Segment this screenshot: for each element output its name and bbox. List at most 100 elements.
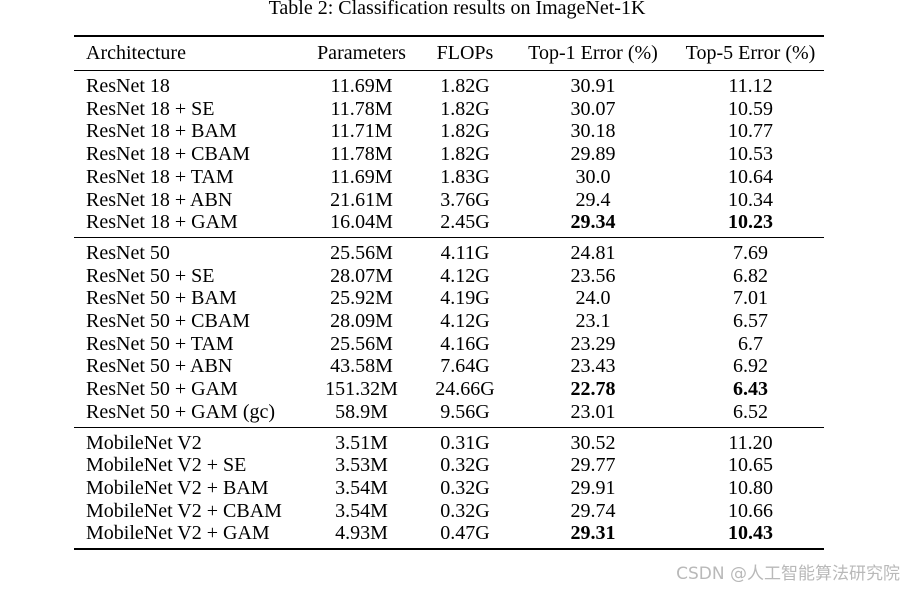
table-row: ResNet 18 + BAM 11.71M 1.82G 30.18 10.77 (74, 120, 824, 143)
cell-architecture: MobileNet V2 + GAM (86, 522, 270, 545)
table-row: MobileNet V2 + GAM 4.93M 0.47G 29.31 10.43 (74, 522, 824, 549)
table-row: ResNet 50 + CBAM 28.09M 4.12G 23.1 6.57 (74, 310, 824, 333)
cell-flops: 2.45G (440, 211, 490, 234)
cell-top5-error: 7.01 (733, 287, 768, 310)
cell-top1-error: 23.29 (570, 332, 616, 355)
cell-top1-error: 29.91 (570, 476, 616, 499)
cell-parameters: 58.9M (335, 400, 388, 423)
cell-parameters: 11.69M (330, 75, 393, 97)
cell-flops: 1.83G (440, 165, 490, 188)
cell-top5-error: 10.66 (728, 499, 773, 522)
table-row: ResNet 18 + ABN 21.61M 3.76G 29.4 10.34 (74, 189, 824, 212)
cell-parameters: 25.92M (330, 287, 393, 310)
table-row: ResNet 50 + ABN 43.58M 7.64G 23.43 6.92 (74, 355, 824, 378)
cell-flops: 4.19G (440, 287, 490, 310)
table-row: ResNet 18 + CBAM 11.78M 1.82G 29.89 10.53 (74, 143, 824, 166)
cell-top1-error: 29.74 (570, 499, 616, 522)
cell-top1-error: 23.43 (570, 355, 616, 378)
cell-top5-error: 10.23 (728, 211, 773, 234)
cell-parameters: 28.09M (330, 310, 393, 333)
table-row: ResNet 18 + GAM 16.04M 2.45G 29.34 10.23 (74, 211, 824, 237)
cell-architecture: ResNet 18 + CBAM (86, 143, 251, 166)
cell-top5-error: 11.20 (728, 431, 773, 454)
cell-top1-error: 29.31 (570, 522, 616, 545)
table-row: ResNet 18 + SE 11.78M 1.82G 30.07 10.59 (74, 98, 824, 121)
table-header: Architecture Parameters FLOPs Top-1 Erro… (74, 36, 824, 71)
header-top5-error: Top-5 Error (%) (685, 42, 816, 64)
header-architecture: Architecture (86, 42, 186, 64)
header-parameters: Parameters (317, 42, 406, 64)
cell-top5-error: 6.7 (738, 332, 763, 355)
cell-top5-error: 6.52 (733, 400, 768, 423)
cell-parameters: 25.56M (330, 241, 393, 264)
cell-top5-error: 6.43 (733, 378, 768, 401)
table-row: MobileNet V2 + CBAM 3.54M 0.32G 29.74 10.66 (74, 500, 824, 523)
group-mobilenetv2: MobileNet V2 3.51M 0.31G 30.52 11.20 MobileNe… (74, 427, 824, 550)
table-caption: Table 2: Classification results on Image… (268, 0, 646, 19)
cell-flops: 4.12G (440, 310, 490, 333)
cell-architecture: ResNet 50 + ABN (86, 355, 233, 378)
cell-architecture: ResNet 50 + GAM (86, 378, 238, 401)
cell-architecture: ResNet 50 + CBAM (86, 310, 251, 333)
watermark: CSDN @人工智能算法研究院 (676, 564, 900, 584)
cell-parameters: 3.53M (335, 454, 388, 477)
cell-top1-error: 30.07 (570, 97, 616, 120)
cell-parameters: 151.32M (325, 378, 398, 401)
table-row: ResNet 50 + GAM 151.32M 24.66G 22.78 6.43 (74, 378, 824, 401)
group-resnet50: ResNet 50 25.56M 4.11G 24.81 7.69 ResNet 50 +… (74, 237, 824, 427)
cell-top1-error: 24.0 (575, 287, 611, 310)
cell-top5-error: 6.57 (733, 310, 768, 333)
cell-flops: 24.66G (435, 378, 495, 401)
cell-top1-error: 22.78 (570, 378, 616, 401)
cell-top5-error: 10.77 (728, 120, 773, 143)
cell-top1-error: 24.81 (570, 241, 616, 264)
cell-top1-error: 29.77 (570, 454, 616, 477)
cell-top1-error: 29.34 (570, 211, 616, 234)
cell-parameters: 11.71M (330, 120, 393, 143)
cell-architecture: ResNet 50 (86, 241, 170, 264)
cell-parameters: 16.04M (330, 211, 393, 234)
cell-top1-error: 23.56 (570, 264, 616, 287)
cell-parameters: 3.51M (335, 431, 388, 454)
cell-top5-error: 7.69 (733, 241, 768, 264)
cell-top5-error: 10.43 (728, 522, 773, 545)
cell-flops: 0.31G (440, 431, 490, 454)
cell-top1-error: 30.18 (570, 120, 616, 143)
cell-top5-error: 10.80 (728, 476, 773, 499)
cell-flops: 7.64G (440, 355, 490, 378)
cell-flops: 0.32G (440, 476, 490, 499)
cell-parameters: 11.69M (330, 165, 393, 188)
cell-architecture: ResNet 50 + BAM (86, 287, 237, 310)
cell-architecture: MobileNet V2 + CBAM (86, 499, 282, 522)
cell-top5-error: 6.82 (733, 264, 768, 287)
cell-flops: 0.32G (440, 454, 490, 477)
cell-flops: 3.76G (440, 188, 490, 211)
cell-top5-error: 10.59 (728, 97, 773, 120)
cell-parameters: 3.54M (335, 476, 388, 499)
group-resnet18: ResNet 18 11.69M 1.82G 30.91 11.12 ResNet 18 … (74, 70, 824, 238)
cell-parameters: 11.78M (330, 143, 393, 166)
cell-architecture: ResNet 18 + BAM (86, 120, 237, 143)
cell-flops: 1.82G (440, 97, 490, 120)
header-top1-error: Top-1 Error (%) (528, 42, 658, 64)
results-table: Architecture Parameters FLOPs Top-1 Erro… (74, 35, 824, 550)
cell-parameters: 43.58M (330, 355, 393, 378)
table-row: ResNet 50 + SE 28.07M 4.12G 23.56 6.82 (74, 265, 824, 288)
cell-architecture: ResNet 50 + GAM (gc) (86, 400, 276, 423)
cell-parameters: 25.56M (330, 332, 393, 355)
header-row: Architecture Parameters FLOPs Top-1 Erro… (74, 36, 824, 71)
table-row: ResNet 18 11.69M 1.82G 30.91 11.12 (74, 71, 824, 98)
cell-top5-error: 10.65 (728, 454, 773, 477)
table-row: MobileNet V2 + BAM 3.54M 0.32G 29.91 10.80 (74, 477, 824, 500)
table-row: ResNet 50 + TAM 25.56M 4.16G 23.29 6.7 (74, 333, 824, 356)
cell-top5-error: 10.34 (728, 188, 773, 211)
cell-architecture: ResNet 50 + SE (86, 264, 215, 287)
cell-top5-error: 10.64 (728, 165, 773, 188)
cell-flops: 4.12G (440, 264, 490, 287)
table-row: MobileNet V2 3.51M 0.31G 30.52 11.20 (74, 427, 824, 454)
cell-architecture: MobileNet V2 (86, 431, 202, 454)
cell-flops: 4.11G (440, 241, 490, 264)
cell-flops: 4.16G (440, 332, 490, 355)
cell-top1-error: 30.52 (570, 431, 616, 454)
cell-flops: 0.47G (440, 522, 490, 545)
